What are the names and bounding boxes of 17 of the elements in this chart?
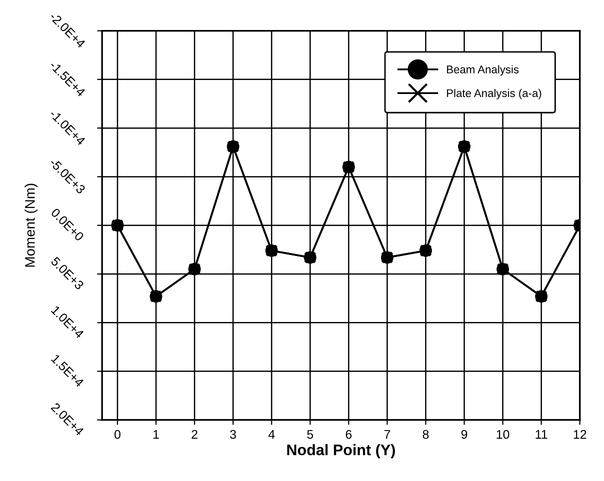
y-axis-title: Moment (Nm) — [24, 184, 38, 267]
x-tick-label: 3 — [230, 430, 236, 439]
x-tick-label: 6 — [346, 430, 352, 439]
x-tick-label: 9 — [461, 430, 468, 439]
x-tick-label: 10 — [496, 430, 510, 439]
x-tick-label: 8 — [422, 430, 429, 439]
x-tick-label: 2 — [192, 430, 198, 439]
legend-label: Beam Analysis — [447, 65, 519, 76]
x-tick-label: 5 — [307, 430, 314, 439]
x-tick-label: 1 — [153, 430, 159, 439]
x-tick-label: 11 — [536, 430, 548, 439]
x-tick-label: 0 — [114, 430, 120, 439]
x-tick-label: 7 — [384, 430, 390, 439]
legend-label: Plate Analysis (a-a) — [447, 88, 542, 100]
x-tick-label: 4 — [268, 430, 275, 439]
x-axis-title: Nodal Point (Y) — [287, 444, 395, 458]
x-tick-label: 12 — [574, 430, 586, 439]
